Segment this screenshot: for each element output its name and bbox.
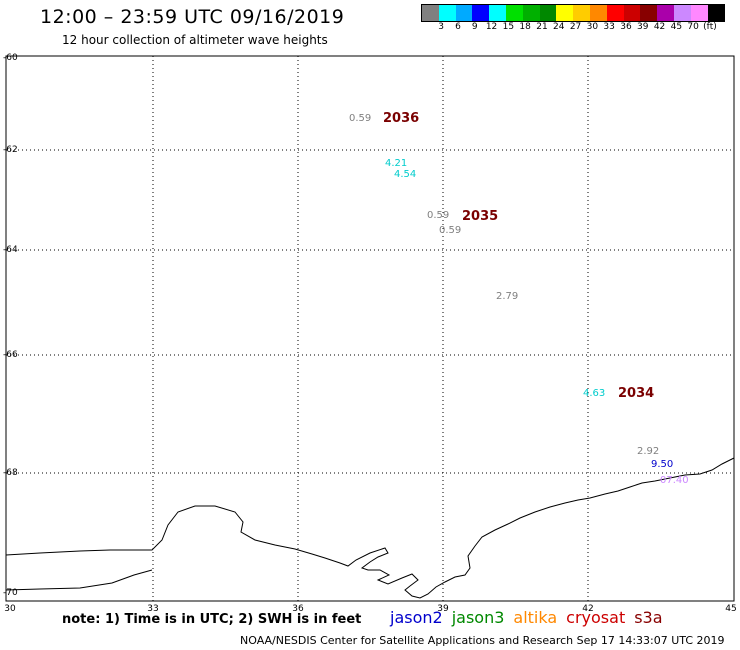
legend-swatch: [673, 5, 691, 21]
legend-swatch: [489, 5, 506, 21]
wave-height-obs: 0.59: [349, 113, 372, 124]
satellite-name: jason2: [390, 608, 443, 627]
legend-swatch: [606, 5, 624, 21]
legend-swatch: [522, 5, 540, 21]
lat-tick: -62: [3, 145, 18, 155]
legend-label: 39: [637, 22, 649, 32]
graticule: [6, 56, 734, 601]
legend-label: 18: [519, 22, 531, 32]
satellite-name: cryosat: [566, 608, 626, 627]
legend-swatch: [573, 5, 590, 21]
lat-tick: -64: [3, 245, 18, 255]
legend-swatch: [707, 5, 725, 21]
lat-tick: -60: [3, 53, 18, 63]
lon-tick: 42: [582, 604, 594, 614]
legend-label: 12: [485, 22, 498, 32]
pass-time-label: 2036: [383, 111, 420, 126]
legend-label: 15: [502, 22, 515, 32]
legend-label: (ft): [703, 22, 717, 32]
legend-label: 9: [471, 22, 478, 32]
legend-label: 6: [455, 22, 461, 32]
legend-swatch: [422, 5, 439, 21]
legend-label: 36: [620, 22, 632, 32]
legend-label: 3: [438, 22, 445, 32]
lon-tick: 33: [147, 604, 159, 614]
legend-swatch: [455, 5, 473, 21]
credit-line: NOAA/NESDIS Center for Satellite Applica…: [240, 634, 725, 647]
lon-tick: 39: [437, 604, 449, 614]
legend-label: 27: [569, 22, 582, 32]
legend-label: 30: [586, 22, 599, 32]
legend-swatch: [623, 5, 641, 21]
lat-tick: -70: [3, 588, 18, 598]
wave-height-obs: 4.54: [394, 169, 417, 180]
legend-swatch: [472, 5, 490, 21]
satellite-legend: jason2 jason3 altika cryosat s3a: [390, 608, 672, 627]
color-legend-labels: 3 6 9 12 15 18 21 24 27 30 33 36 39 42 45 70 (ft): [421, 22, 740, 34]
legend-swatch: [438, 5, 456, 21]
legend-label: 21: [536, 22, 548, 32]
legend-label: 24: [553, 22, 565, 32]
legend-swatch: [556, 5, 574, 21]
lat-tick: -68: [3, 468, 18, 478]
legend-label: 45: [670, 22, 683, 32]
pass-time-label: 2034: [618, 386, 655, 401]
map-subtitle: 12 hour collection of altimeter wave hei…: [62, 33, 328, 47]
legend-swatch: [640, 5, 658, 21]
legend-label: 70: [687, 22, 699, 32]
satellite-name: s3a: [634, 608, 663, 627]
legend-swatch: [690, 5, 708, 21]
legend-swatch: [589, 5, 607, 21]
satellite-name: jason3: [451, 608, 505, 627]
legend-swatch: [539, 5, 557, 21]
legend-swatch: [505, 5, 523, 21]
wave-height-obs: 4.63: [583, 388, 606, 399]
wave-height-obs: 4.21: [385, 158, 408, 169]
lon-tick: 45: [725, 604, 737, 614]
wave-height-obs: 0.59: [439, 225, 462, 236]
color-legend: [421, 4, 726, 22]
legend-label: 42: [653, 22, 666, 32]
antarctic-coastline: [5, 457, 735, 599]
wave-height-obs: 2.79: [496, 291, 519, 302]
map-title: 12:00 – 23:59 UTC 09/16/2019: [40, 6, 345, 28]
map-frame: [5, 55, 735, 602]
wave-height-obs: 2.92: [637, 446, 660, 457]
satellite-name: altika: [513, 608, 558, 627]
wave-height-obs: 9.50: [651, 459, 674, 470]
footnote: note: 1) Time is in UTC; 2) SWH is in fe…: [62, 612, 362, 627]
lat-tick: -66: [3, 350, 18, 360]
legend-label: 33: [603, 22, 615, 32]
lon-tick: 30: [4, 604, 16, 614]
legend-swatch: [657, 5, 674, 21]
wave-height-obs: 07.40: [660, 475, 689, 486]
wave-height-obs: 0.59: [427, 210, 450, 221]
lon-tick: 36: [292, 604, 304, 614]
pass-time-label: 2035: [462, 209, 499, 224]
